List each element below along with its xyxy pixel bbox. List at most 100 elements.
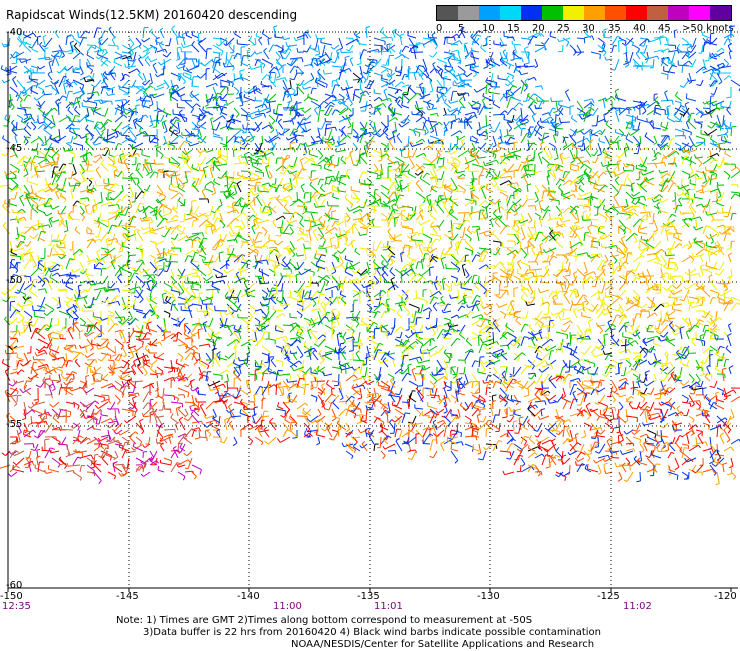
wind-barb (710, 100, 725, 107)
wind-barb (520, 323, 529, 333)
wind-barb (469, 64, 480, 74)
wind-barb (693, 142, 704, 148)
wind-barb (588, 100, 592, 109)
wind-barb (689, 303, 704, 309)
wind-barb (207, 304, 214, 312)
wind-barb (338, 128, 344, 137)
wind-barb (65, 35, 71, 46)
wind-barb (233, 377, 240, 389)
wind-barb (549, 31, 557, 39)
wind-barb (163, 261, 172, 273)
wind-barb (254, 51, 263, 55)
wind-barb (681, 142, 692, 151)
wind-barb (104, 86, 116, 91)
wind-barb (548, 149, 553, 161)
wind-barb (42, 90, 53, 96)
wind-barb (506, 247, 517, 260)
wind-barb (478, 408, 485, 417)
wind-barb (610, 58, 620, 71)
wind-barb (562, 309, 569, 319)
wind-barb (506, 89, 512, 102)
wind-barb (233, 303, 242, 313)
wind-barb (122, 254, 130, 266)
wind-barb (107, 204, 120, 209)
wind-barb (343, 226, 354, 233)
wind-barb (9, 86, 19, 98)
wind-barb (562, 37, 570, 47)
wind-barb (22, 37, 32, 46)
wind-barb (86, 164, 93, 172)
wind-barb (213, 178, 221, 186)
wind-barb (576, 37, 586, 44)
wind-barb (239, 97, 249, 103)
wind-barb (268, 196, 278, 201)
wind-barb (432, 61, 438, 74)
wind-barb (688, 163, 694, 175)
wind-barb (184, 171, 192, 179)
wind-barb (632, 313, 641, 326)
wind-barb (275, 103, 282, 116)
wind-barb (58, 50, 67, 60)
wind-barb (675, 229, 683, 235)
wind-barb (497, 128, 503, 140)
wind-barb (492, 366, 498, 376)
wind-barb (641, 61, 655, 67)
wind-barb (716, 296, 726, 306)
wind-barb (625, 134, 634, 144)
wind-barb (611, 184, 620, 197)
wind-barb (37, 188, 47, 193)
wind-barb (100, 100, 113, 105)
wind-barb (253, 393, 258, 403)
wind-barb (521, 310, 529, 319)
wind-barb (574, 49, 585, 53)
wind-barb (138, 56, 144, 67)
wind-barb (203, 422, 214, 428)
wind-barb (723, 163, 737, 168)
wind-barb (198, 390, 207, 396)
wind-barb (212, 106, 222, 112)
wind-barb (415, 128, 426, 134)
wind-barb (283, 100, 291, 111)
wind-barb (660, 157, 668, 165)
wind-barb (483, 232, 494, 237)
wind-barb (717, 243, 725, 256)
wind-barb (205, 181, 215, 186)
wind-barb (40, 261, 46, 274)
wind-barb (373, 89, 382, 95)
wind-barb (170, 224, 182, 235)
wind-barb (35, 79, 46, 85)
wind-barb (131, 156, 137, 166)
wind-barb (602, 97, 607, 109)
wind-barb (230, 72, 236, 83)
wind-barb (429, 380, 436, 390)
wind-barb (408, 380, 419, 390)
wind-barb (576, 198, 590, 204)
wind-barb (662, 274, 669, 284)
wind-barb (177, 140, 188, 151)
wind-barb (625, 359, 632, 368)
wind-barb (190, 90, 200, 102)
wind-barb (279, 49, 285, 60)
wind-barb (56, 65, 67, 74)
wind-barb (436, 200, 445, 214)
wind-barb (485, 374, 492, 382)
wind-barb (463, 80, 473, 88)
wind-barb (16, 360, 23, 368)
wind-barb (198, 173, 208, 186)
wind-barb (464, 415, 472, 424)
wind-barb (28, 37, 39, 49)
wind-barb (373, 205, 379, 214)
wind-barb (293, 261, 305, 271)
wind-barb (219, 79, 230, 87)
wind-barb (527, 212, 533, 224)
wind-barb (331, 98, 345, 104)
wind-barb (33, 93, 46, 101)
wind-barb (240, 114, 248, 121)
wind-barb (550, 97, 564, 102)
wind-barb (102, 149, 109, 157)
wind-barb (285, 41, 298, 48)
wind-barb (177, 405, 186, 417)
wind-barb (460, 138, 466, 151)
wind-barb (371, 218, 375, 228)
wind-barb (47, 71, 53, 81)
